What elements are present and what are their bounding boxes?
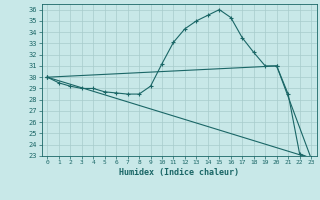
X-axis label: Humidex (Indice chaleur): Humidex (Indice chaleur) (119, 168, 239, 177)
